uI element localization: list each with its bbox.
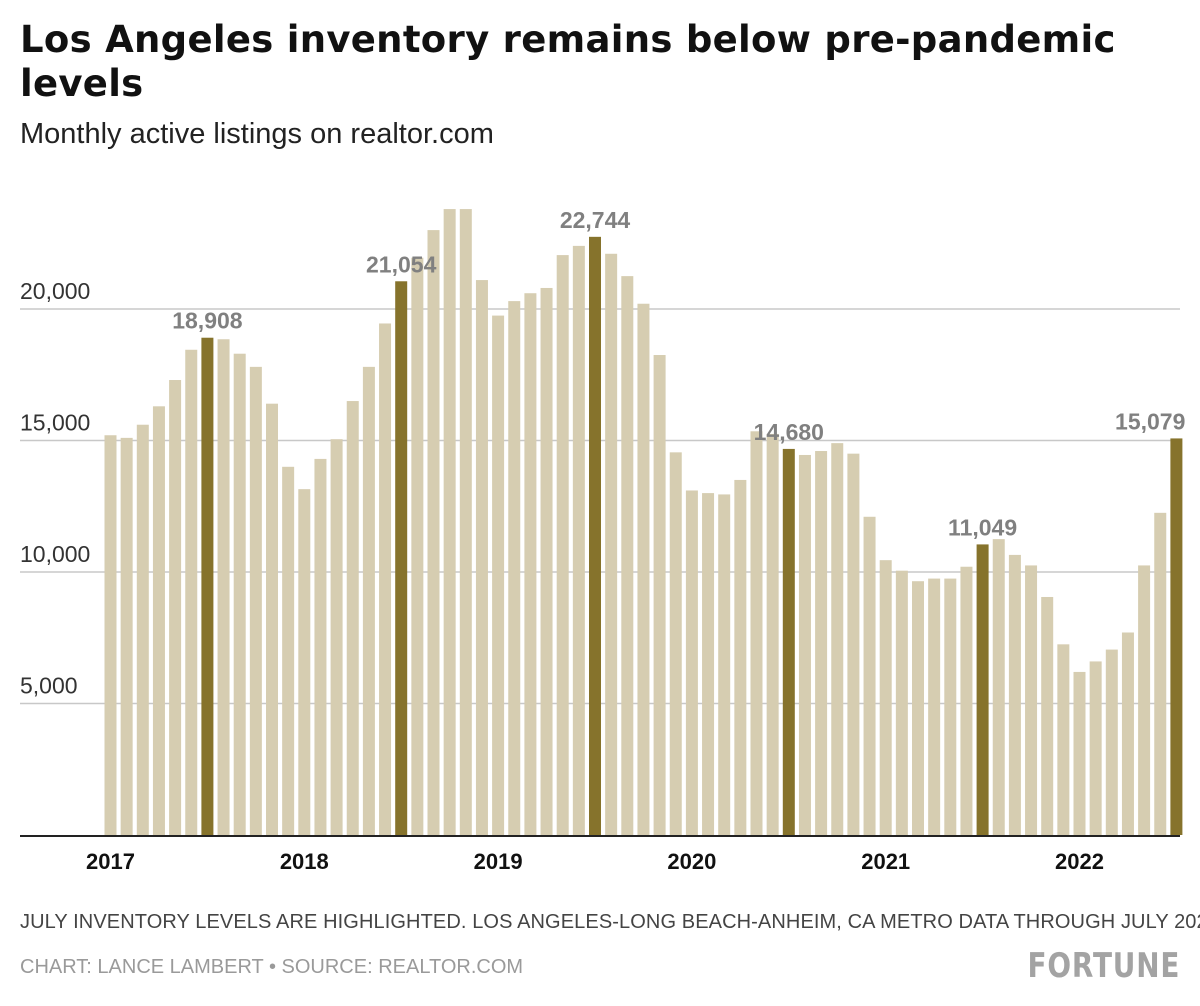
bar [217,339,230,835]
bar [556,255,569,835]
bar [443,209,456,835]
bar [1154,512,1167,835]
bar [734,479,747,835]
bar [104,435,117,835]
x-tick-label: 2019 [474,849,523,874]
bar [718,494,731,835]
bar [298,489,311,835]
bar [992,539,1005,835]
bar-highlight [589,236,601,836]
chart-title: Los Angeles inventory remains below pre-… [20,18,1116,105]
bar [136,424,149,835]
bar [798,454,811,835]
bar-highlight [395,281,408,835]
bar [1138,565,1151,835]
bar [928,578,941,835]
bar-highlight [782,448,795,835]
bar [653,355,666,835]
bar [912,581,924,835]
bar [152,406,165,835]
data-label: 21,054 [366,251,437,277]
bar [508,301,521,835]
bar [233,353,246,835]
x-tick-label: 2021 [861,849,910,874]
data-label: 18,908 [172,308,243,334]
bar [185,349,198,835]
x-tick-label: 2017 [86,849,135,874]
chart-subtitle: Monthly active listings on realtor.com [20,118,494,150]
bar-highlight [1170,438,1183,835]
bar [282,466,295,835]
bar [669,452,682,835]
x-tick-label: 2018 [280,849,329,874]
bar [1089,661,1102,835]
y-tick-label: 10,000 [20,541,90,567]
bar [475,280,488,835]
y-tick-label: 20,000 [20,278,90,304]
bar [411,257,424,836]
bar [346,401,359,835]
x-tick-label: 2020 [667,849,716,874]
bar [863,516,876,835]
bar [427,230,440,836]
bar [362,366,375,835]
bar [815,451,828,835]
bar [330,439,343,835]
bar [249,366,262,835]
bar [1041,596,1054,835]
bar [1073,671,1086,835]
bar [1105,649,1118,835]
data-label: 14,680 [754,419,824,445]
bar [266,403,278,835]
bar [944,578,957,835]
bar [702,493,715,835]
bar [314,458,327,835]
bar [879,560,892,835]
bar [685,490,698,835]
bar [895,570,908,835]
y-tick-label: 15,000 [20,410,90,436]
bar-highlight [976,544,989,835]
y-tick-label: 5,000 [20,673,78,699]
bar [540,287,553,836]
bar-highlight [201,337,214,835]
bar [120,437,133,835]
bar [960,566,973,835]
bar-chart: 5,000 10,000 15,000 20,000 18,908 21,054 22,74… [20,207,1185,874]
bar [1008,554,1021,835]
bar [831,443,844,835]
bar [637,303,650,835]
data-label: 11,049 [948,514,1017,540]
bar [605,253,618,835]
fortune-logo: FORTUNE [1027,946,1180,986]
bar [524,293,537,836]
bar [1121,632,1134,835]
bar [750,431,763,835]
bar [169,380,182,835]
bar [459,209,472,835]
x-tick-label: 2022 [1055,849,1104,874]
bar [379,323,392,835]
chart-note: JULY INVENTORY LEVELS ARE HIGHLIGHTED. L… [20,911,1200,933]
bar [1057,644,1070,835]
bar [847,453,860,835]
bar [1025,565,1038,835]
data-label: 22,744 [560,207,631,233]
chart-credit: CHART: LANCE LAMBERT • SOURCE: REALTOR.C… [20,956,524,978]
bar [766,433,779,835]
bar [492,315,505,835]
bar [572,245,585,835]
data-label: 15,079 [1115,408,1185,434]
bar [621,276,634,835]
